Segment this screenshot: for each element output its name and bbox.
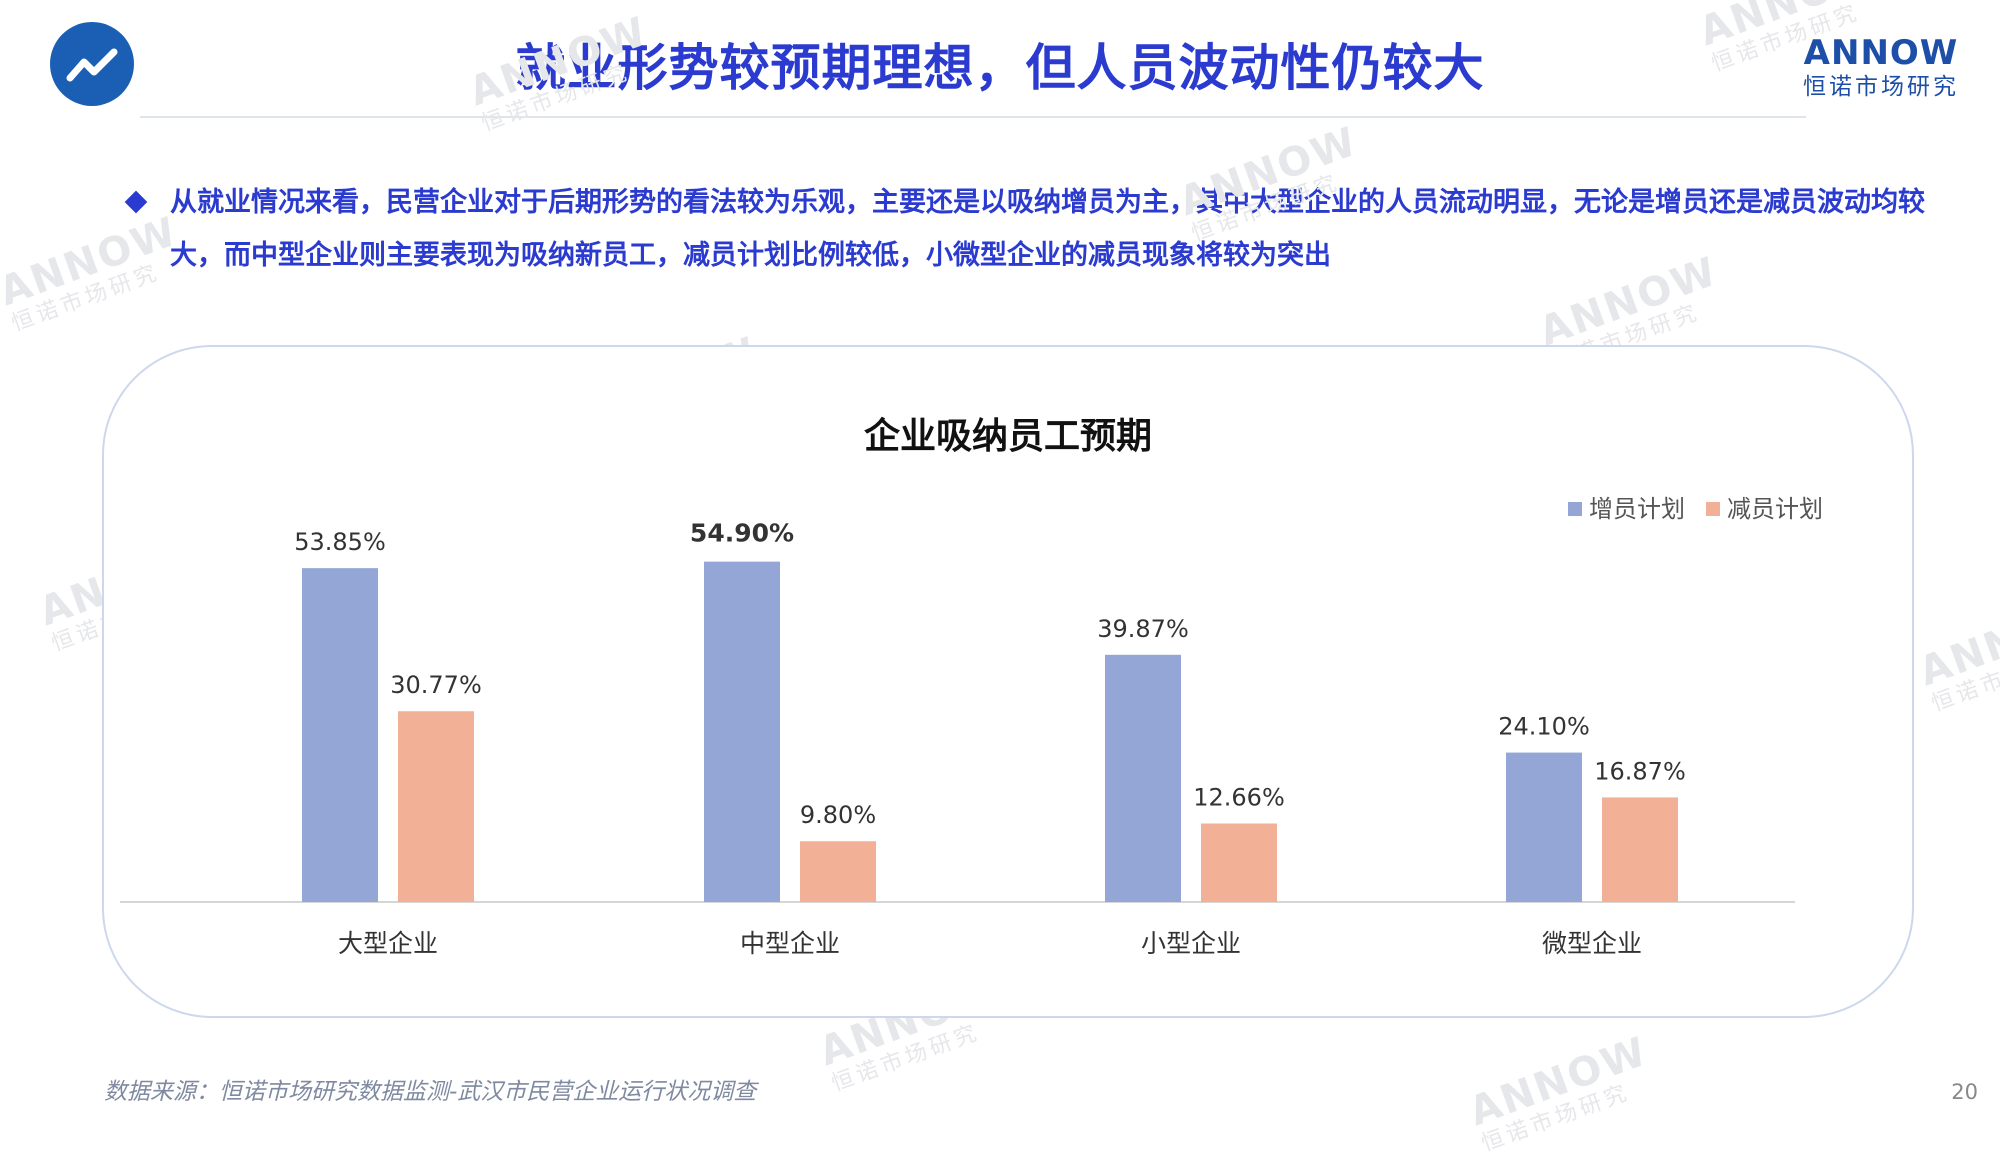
legend-label: 增员计划	[1589, 495, 1685, 523]
data-source-note: 数据来源：恒诺市场研究数据监测-武汉市民营企业运行状况调查	[104, 1079, 757, 1105]
category-label: 小型企业	[1141, 929, 1241, 958]
data-label: 12.66%	[1193, 784, 1285, 812]
bar-hire	[704, 561, 780, 902]
bar-hire	[1105, 654, 1181, 902]
page-title: 就业形势较预期理想，但人员波动性仍较大	[515, 39, 1485, 97]
chart-title: 企业吸纳员工预期	[864, 415, 1152, 457]
summary-bullet: 从就业情况来看，民营企业对于后期形势的看法较为乐观，主要还是以吸纳增员为主，其中…	[124, 176, 1940, 282]
brand-subtitle: 恒诺市场研究	[1803, 74, 1959, 100]
data-label: 30.77%	[390, 671, 482, 699]
category-label: 大型企业	[338, 929, 438, 958]
bar-cut	[1201, 823, 1277, 902]
data-label: 54.90%	[690, 519, 794, 548]
legend-swatch	[1568, 502, 1582, 516]
brand-logo: ANNOW 恒诺市场研究	[1790, 34, 1972, 102]
bar-hire	[1506, 752, 1582, 902]
trend-line-icon	[66, 48, 118, 82]
data-label: 24.10%	[1498, 713, 1590, 741]
legend-swatch	[1706, 502, 1720, 516]
summary-text: 从就业情况来看，民营企业对于后期形势的看法较为乐观，主要还是以吸纳增员为主，其中…	[170, 187, 1925, 271]
data-label: 53.85%	[294, 528, 386, 556]
data-label: 16.87%	[1594, 757, 1686, 785]
legend-label: 减员计划	[1727, 495, 1823, 523]
logo-badge	[50, 22, 134, 106]
data-label: 39.87%	[1097, 615, 1189, 643]
page-number: 20	[1951, 1080, 1978, 1104]
category-label: 中型企业	[740, 929, 840, 958]
bar-hire	[302, 568, 378, 902]
bar-cut	[800, 841, 876, 902]
chart-panel	[102, 345, 1914, 1018]
category-label: 微型企业	[1542, 929, 1642, 958]
title-divider	[140, 116, 1806, 118]
bar-cut	[1602, 797, 1678, 902]
data-label: 9.80%	[800, 801, 876, 829]
bar-chart: 企业吸纳员工预期 53.85% 54.90% 39.87% 24.10% 30.77% 9.…	[120, 415, 1823, 958]
brand-name: ANNOW	[1803, 33, 1959, 73]
bar-cut	[398, 711, 474, 902]
